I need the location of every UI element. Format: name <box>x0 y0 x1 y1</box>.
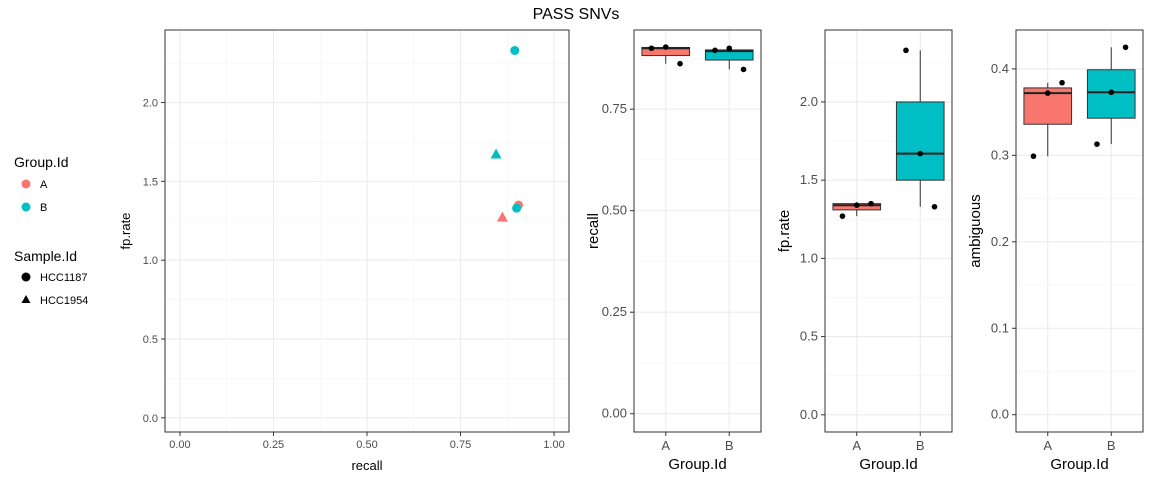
legend-group-b-label: B <box>40 202 47 214</box>
jitter-point <box>853 202 860 208</box>
y-tick-label: 0.00 <box>602 406 627 421</box>
y-tick-label: 0.1 <box>991 320 1009 335</box>
jitter-point <box>712 47 718 54</box>
jitter-point <box>1044 90 1051 96</box>
jitter-point <box>1094 141 1100 147</box>
legend-group-title: Group.Id <box>14 154 68 170</box>
jitter-point <box>868 200 874 207</box>
x-tick-label: B <box>916 438 925 453</box>
y-tick-label: 1.0 <box>800 250 818 265</box>
x-tick-label: A <box>1043 438 1052 453</box>
y-tick-label: 0.5 <box>800 329 818 344</box>
y-tick-label: 0.2 <box>991 234 1009 249</box>
scatter-point-triangle <box>496 211 508 222</box>
y-tick-label: 0.0 <box>143 413 158 425</box>
x-tick-label: 1.00 <box>543 439 564 451</box>
scatter-point-circle <box>510 45 520 55</box>
x-tick-label: 0.50 <box>356 439 377 451</box>
jitter-point <box>839 213 846 219</box>
y-axis-label: recall <box>585 213 602 249</box>
boxplot-panel-ambiguous: 0.0 0.1 0.2 0.3 0.4 A B Group.Id ambiguous <box>967 29 1144 473</box>
legend-sample-circle-key <box>21 272 31 282</box>
y-tick-label: 0.0 <box>991 407 1009 422</box>
scatter-point-circle <box>512 203 522 213</box>
legend-sample-title: Sample.Id <box>14 248 77 264</box>
y-tick-label: 0.4 <box>991 61 1009 76</box>
jitter-point <box>1108 89 1115 96</box>
y-tick-label: 0.3 <box>991 147 1009 162</box>
x-axis-label: Group.Id <box>668 456 726 473</box>
jitter-point <box>903 47 909 54</box>
x-axis-label: recall <box>351 458 382 473</box>
legend-group-b-key <box>21 202 31 212</box>
box-iqr <box>895 101 945 181</box>
y-tick-label: 0.75 <box>602 101 627 116</box>
jitter-point <box>740 66 747 73</box>
y-tick-label: 0.0 <box>800 407 818 422</box>
legend: Group.Id A B Sample.Id HCC1187 HCC1954 <box>14 154 88 307</box>
x-tick-label: A <box>852 438 861 453</box>
jitter-point <box>1059 79 1065 86</box>
x-tick-label: 0.25 <box>263 439 284 451</box>
x-tick-label: 0.00 <box>169 439 190 451</box>
boxplot-panel-fp-rate: 0.0 0.5 1.0 1.5 2.0 A B Group.Id fp.rate <box>776 29 953 473</box>
x-axis-label: Group.Id <box>859 456 917 473</box>
legend-sample-hcc1954-label: HCC1954 <box>40 295 88 307</box>
chart-title: PASS SNVs <box>533 6 620 23</box>
jitter-point <box>726 45 733 52</box>
scatter-point-triangle <box>490 148 502 159</box>
scatter-panel-recall-vs-fp-rate: 0.0 0.5 1.0 1.5 2.0 0.00 0.25 0.50 0.75 1.00 reca… <box>118 29 570 473</box>
y-tick-label: 1.5 <box>800 172 818 187</box>
y-tick-label: 2.0 <box>800 94 818 109</box>
y-axis-label: fp.rate <box>776 210 793 253</box>
x-tick-label: B <box>1107 438 1116 453</box>
y-tick-label: 1.5 <box>143 176 158 188</box>
legend-sample-triangle-key <box>21 295 31 303</box>
jitter-point <box>1030 153 1037 160</box>
jitter-point <box>648 45 655 52</box>
jitter-point <box>917 150 924 157</box>
jitter-point <box>1122 44 1129 51</box>
jitter-point <box>931 203 938 210</box>
x-tick-label: 0.75 <box>450 439 471 451</box>
jitter-point <box>677 60 683 67</box>
y-tick-label: 0.5 <box>143 334 158 346</box>
y-axis-label: ambiguous <box>967 194 984 267</box>
y-tick-label: 0.25 <box>602 304 627 319</box>
y-axis-label: fp.rate <box>118 213 133 250</box>
x-axis-label: Group.Id <box>1050 456 1108 473</box>
boxplot-panel-recall: 0.00 0.25 0.50 0.75 A B Group.Id recall <box>585 29 762 473</box>
x-tick-label: B <box>725 438 734 453</box>
y-tick-label: 0.50 <box>602 203 627 218</box>
jitter-point <box>662 44 669 50</box>
y-tick-label: 1.0 <box>143 255 158 267</box>
legend-group-a-key <box>21 179 31 189</box>
legend-sample-hcc1187-label: HCC1187 <box>40 272 88 284</box>
x-tick-label: A <box>661 438 670 453</box>
y-tick-label: 2.0 <box>143 98 158 110</box>
legend-group-a-label: A <box>40 179 48 191</box>
